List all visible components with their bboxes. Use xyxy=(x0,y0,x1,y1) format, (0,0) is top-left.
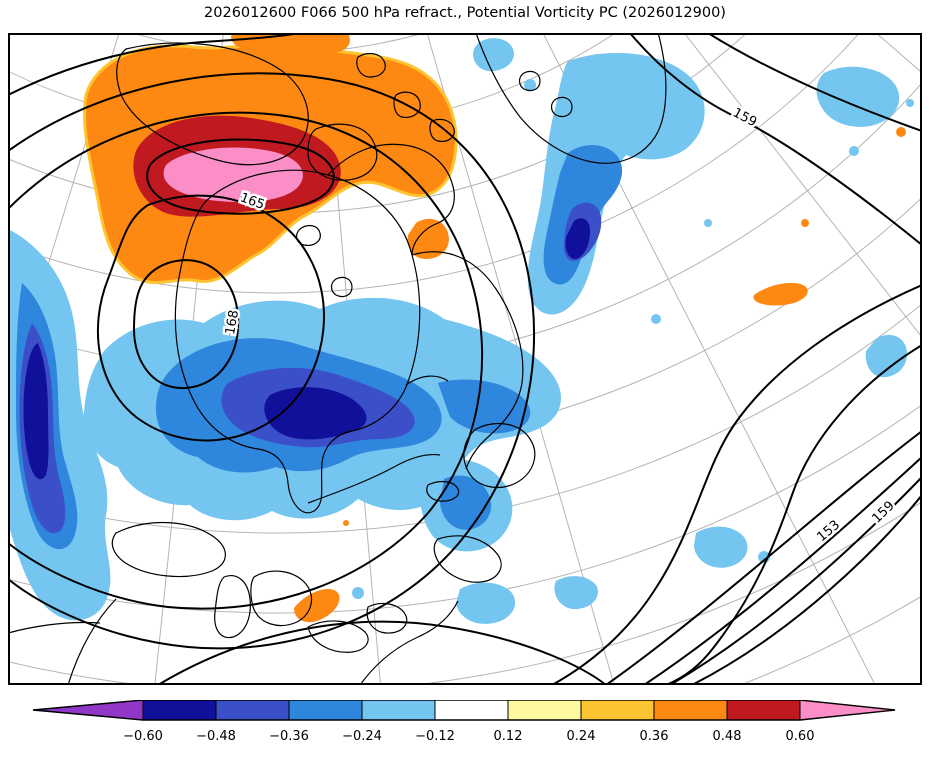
colorbar-tick-label: 0.48 xyxy=(713,729,742,744)
colorbar-tick-label: −0.48 xyxy=(196,729,236,744)
colorbar-segment xyxy=(216,700,289,720)
negative-pv-region xyxy=(8,38,914,624)
colorbar-tick-label: 0.60 xyxy=(786,729,815,744)
colorbar-segment xyxy=(654,700,727,720)
colorbar-extend-arrow-right xyxy=(800,700,895,720)
colorbar-segment xyxy=(362,700,435,720)
colorbar-segment xyxy=(435,700,508,720)
colorbar-segment xyxy=(727,700,800,720)
chart-title: 2026012600 F066 500 hPa refract., Potent… xyxy=(204,5,726,21)
colorbar-extend-arrow-left xyxy=(33,700,143,720)
pv-shaded-regions xyxy=(8,33,914,624)
refractivity-contours xyxy=(7,32,923,686)
colorbar-segment xyxy=(289,700,362,720)
colorbar-svg: −0.60 −0.48 −0.36 −0.24 −0.12 0.12 0.24 0.36 0.4… xyxy=(32,699,896,744)
colorbar-tick-label: −0.24 xyxy=(342,729,382,744)
colorbar-tick-label: −0.36 xyxy=(269,729,309,744)
positive-pv-region xyxy=(83,33,906,623)
colorbar-tick-label: −0.60 xyxy=(123,729,163,744)
contour-label: 159 xyxy=(869,498,897,526)
colorbar-outline xyxy=(32,699,896,721)
contour-label: 153 xyxy=(814,518,843,545)
colorbar-tick-label: −0.12 xyxy=(415,729,455,744)
colorbar-segment xyxy=(508,700,581,720)
colorbar-segment xyxy=(581,700,654,720)
colorbar-segment xyxy=(143,700,216,720)
colorbar-tick-label: 0.12 xyxy=(494,729,523,744)
colorbar: −0.60 −0.48 −0.36 −0.24 −0.12 0.12 0.24 0.36 0.4… xyxy=(28,699,902,756)
colorbar-tick-label: 0.24 xyxy=(567,729,596,744)
colorbar-tick-label: 0.36 xyxy=(640,729,669,744)
coastlines xyxy=(7,32,667,686)
plot-frame xyxy=(8,33,922,685)
